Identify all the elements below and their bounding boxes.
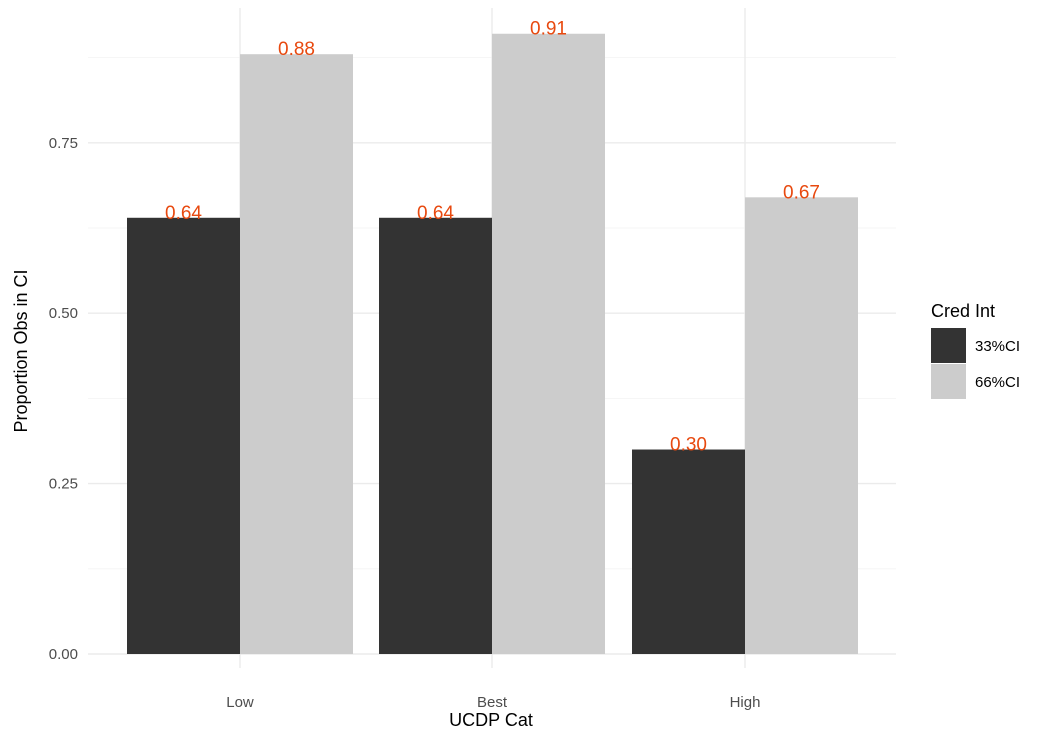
data-label: 0.30 — [670, 435, 707, 456]
bar-33ci-best — [379, 217, 492, 654]
x-tick-label: Low — [226, 694, 254, 711]
x-tick-label: Best — [477, 694, 508, 711]
y-tick-label: 0.50 — [49, 305, 78, 322]
bar-66ci-high — [745, 197, 858, 654]
x-axis-title: UCDP Cat — [449, 710, 533, 730]
legend-key — [931, 328, 966, 363]
data-label: 0.64 — [165, 203, 202, 224]
data-label: 0.88 — [278, 39, 315, 60]
data-label: 0.91 — [530, 19, 567, 40]
y-axis-tick-labels: 0.00 0.25 0.50 0.75 — [49, 135, 78, 663]
y-tick-label: 0.00 — [49, 646, 78, 663]
legend-title: Cred Int — [931, 301, 995, 321]
bar-66ci-low — [240, 54, 353, 654]
bar-33ci-high — [632, 449, 745, 654]
legend: Cred Int 33%CI 66%CI — [931, 301, 1020, 399]
x-axis-tick-labels: Low Best High — [226, 694, 760, 711]
legend-items: 33%CI 66%CI — [931, 328, 1020, 399]
legend-key — [931, 364, 966, 399]
bar-66ci-best — [492, 33, 605, 654]
data-label: 0.67 — [783, 182, 820, 203]
y-tick-label: 0.25 — [49, 476, 78, 493]
data-label: 0.64 — [417, 203, 454, 224]
data-labels: 0.64 0.64 0.30 0.88 0.91 0.67 — [165, 19, 820, 456]
y-tick-label: 0.75 — [49, 135, 78, 152]
y-axis-title: Proportion Obs in CI — [11, 269, 31, 432]
legend-label: 33%CI — [975, 338, 1020, 355]
legend-label: 66%CI — [975, 374, 1020, 391]
bars — [127, 33, 858, 654]
bar-33ci-low — [127, 217, 240, 654]
x-tick-label: High — [730, 694, 761, 711]
